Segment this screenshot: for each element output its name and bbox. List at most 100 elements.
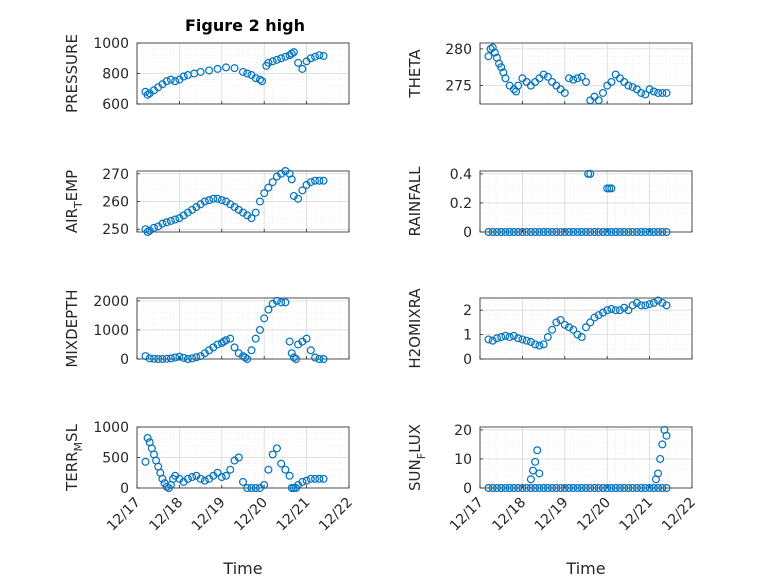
data-point bbox=[658, 228, 667, 237]
data-point bbox=[239, 67, 248, 76]
data-point bbox=[175, 352, 184, 361]
data-point bbox=[548, 325, 557, 334]
data-point bbox=[501, 228, 510, 237]
data-point bbox=[149, 223, 158, 232]
data-point bbox=[213, 194, 222, 203]
data-point bbox=[319, 474, 328, 483]
data-point bbox=[141, 352, 150, 361]
y-tick-label: 280 bbox=[445, 42, 472, 58]
data-point bbox=[217, 473, 226, 482]
subplot-4: 0 0.2 0.4 RAINFALL bbox=[406, 166, 693, 241]
data-point bbox=[268, 178, 277, 187]
data-point bbox=[277, 54, 286, 63]
data-point bbox=[319, 51, 328, 60]
data-point bbox=[662, 88, 671, 97]
data-point bbox=[620, 228, 629, 237]
axes-box bbox=[479, 42, 693, 105]
data-point bbox=[287, 349, 296, 358]
plot-area bbox=[480, 171, 692, 232]
y-axis-label: H2OMIXRA bbox=[406, 288, 424, 369]
data-point bbox=[243, 69, 252, 78]
data-point bbox=[658, 298, 667, 307]
data-point bbox=[217, 196, 226, 205]
data-point bbox=[632, 228, 641, 237]
data-point bbox=[607, 228, 616, 237]
data-point bbox=[287, 175, 296, 184]
data-point bbox=[484, 52, 493, 61]
subplot-6: 0 1 2 H2OMIXRA bbox=[406, 288, 693, 369]
y-axis-label: SUNFLUX bbox=[406, 424, 428, 491]
data-point bbox=[573, 228, 582, 237]
data-point bbox=[654, 469, 663, 478]
data-point bbox=[560, 484, 569, 493]
data-point bbox=[171, 215, 180, 224]
subplot-1: 600 800 1000 PRESSURE bbox=[63, 34, 350, 113]
data-point bbox=[637, 88, 646, 97]
data-point bbox=[264, 58, 273, 67]
y-tick-label: 800 bbox=[102, 67, 129, 83]
y-tick-label: 270 bbox=[102, 167, 129, 183]
data-point bbox=[251, 74, 260, 83]
data-point bbox=[594, 96, 603, 105]
data-point bbox=[581, 484, 590, 493]
data-point bbox=[171, 353, 180, 362]
data-point bbox=[492, 228, 501, 237]
data-point bbox=[641, 228, 650, 237]
data-point bbox=[505, 333, 514, 342]
data-point bbox=[624, 484, 633, 493]
data-point bbox=[607, 304, 616, 313]
data-point bbox=[260, 314, 269, 323]
y-tick-label: 10 bbox=[454, 452, 472, 468]
data-point bbox=[298, 477, 307, 486]
data-point bbox=[292, 355, 301, 364]
y-tick-label: 275 bbox=[445, 79, 472, 95]
data-point bbox=[311, 353, 320, 362]
data-point bbox=[598, 228, 607, 237]
axes-box bbox=[479, 297, 693, 360]
data-point bbox=[311, 176, 320, 185]
data-point bbox=[565, 323, 574, 332]
data-point bbox=[277, 298, 286, 307]
y-axis-label: PRESSURE bbox=[63, 34, 81, 113]
y-tick-label: 1000 bbox=[93, 36, 129, 52]
data-point bbox=[641, 90, 650, 99]
data-point bbox=[611, 228, 620, 237]
data-point bbox=[598, 308, 607, 317]
y-tick-label: 600 bbox=[102, 97, 129, 113]
data-point bbox=[645, 300, 654, 309]
data-point bbox=[611, 484, 620, 493]
data-point bbox=[294, 58, 303, 67]
data-point bbox=[315, 474, 324, 483]
y-tick-label: 0.2 bbox=[450, 196, 472, 212]
y-tick-label: 500 bbox=[102, 451, 129, 467]
y-axis-label: MIXDEPTH bbox=[63, 289, 81, 367]
y-axis-label: RAINFALL bbox=[406, 166, 424, 237]
data-point bbox=[268, 57, 277, 66]
data-point bbox=[188, 473, 197, 482]
data-point bbox=[548, 484, 557, 493]
data-point bbox=[628, 228, 637, 237]
data-point bbox=[260, 480, 269, 489]
data-point bbox=[272, 444, 281, 453]
data-point bbox=[315, 355, 324, 364]
data-point bbox=[251, 484, 260, 493]
data-point bbox=[539, 340, 548, 349]
data-point bbox=[605, 184, 614, 193]
data-point bbox=[539, 484, 548, 493]
y-tick-label: 2 bbox=[463, 303, 472, 319]
data-point bbox=[637, 301, 646, 310]
data-point bbox=[656, 454, 665, 463]
data-point bbox=[188, 354, 197, 363]
data-point bbox=[565, 484, 574, 493]
y-tick-label: 0 bbox=[120, 352, 129, 368]
data-point bbox=[505, 228, 514, 237]
data-point bbox=[497, 484, 506, 493]
data-point bbox=[501, 74, 510, 83]
data-point bbox=[526, 228, 535, 237]
data-point bbox=[272, 55, 281, 64]
y-tick-label: 260 bbox=[102, 195, 129, 211]
data-point bbox=[526, 484, 535, 493]
data-point bbox=[287, 49, 296, 58]
data-point bbox=[154, 355, 163, 364]
